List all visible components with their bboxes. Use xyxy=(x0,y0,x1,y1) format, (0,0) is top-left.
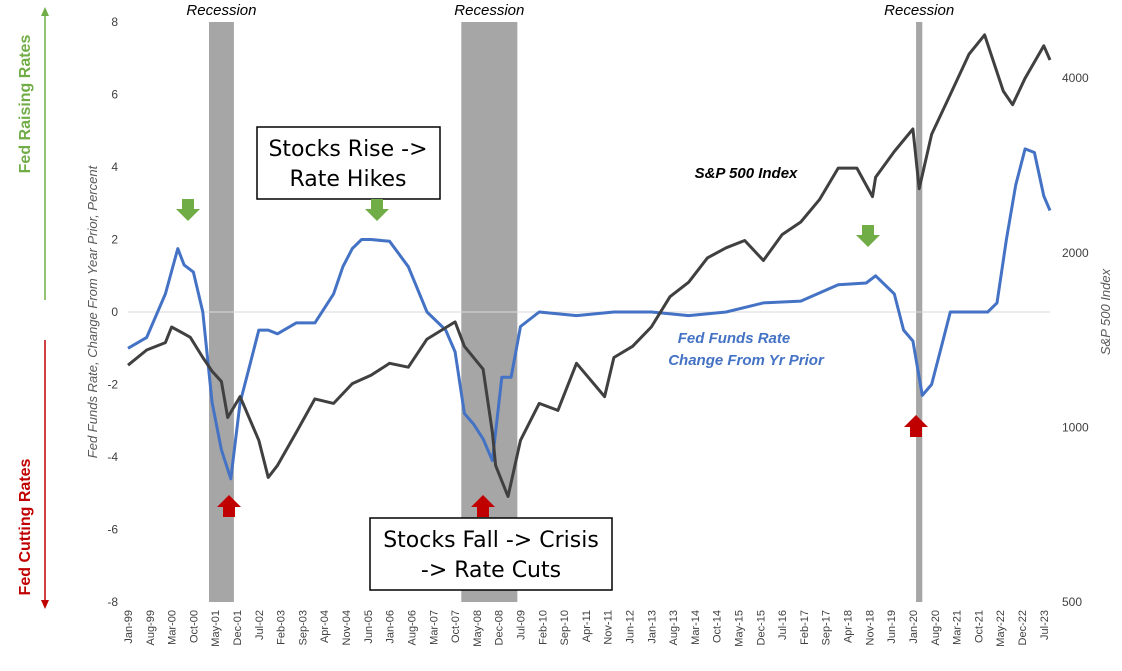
recession-label: Recession xyxy=(186,2,256,19)
x-tick-label: Feb-03 xyxy=(276,610,288,645)
y-tick-label: 2 xyxy=(111,233,118,247)
y-tick-label: -2 xyxy=(107,378,118,392)
y2-axis-ticks: 4000 2000 1000 500 xyxy=(1062,71,1089,609)
green-down-arrow-2000 xyxy=(176,199,200,221)
fed-cutting-label: Fed Cutting Rates xyxy=(17,458,34,595)
red-up-arrow-2008 xyxy=(471,495,495,517)
x-tick-label: Feb-10 xyxy=(537,610,549,645)
x-tick-label: Aug-20 xyxy=(930,610,942,645)
callout-fall-line2: -> Rate Cuts xyxy=(421,558,561,583)
callout-fall-line1: Stocks Fall -> Crisis xyxy=(383,528,599,553)
y-tick-label: -8 xyxy=(107,595,118,609)
green-down-arrow-2005 xyxy=(365,199,389,221)
callout-rise-line1: Stocks Rise -> xyxy=(268,137,427,162)
y-tick-label: 4 xyxy=(111,160,118,174)
callout-stocks-fall: Stocks Fall -> Crisis -> Rate Cuts xyxy=(369,517,613,591)
x-tick-label: May-08 xyxy=(472,610,484,647)
x-tick-label: Apr-04 xyxy=(319,610,331,643)
x-tick-label: Oct-07 xyxy=(450,610,462,643)
fed-raising-indicator: Fed Raising Rates xyxy=(17,7,49,300)
x-tick-label: Jul-16 xyxy=(777,610,789,640)
callout-fall-box xyxy=(369,517,613,591)
y2-tick-label: 4000 xyxy=(1062,71,1089,85)
x-tick-label: Sep-03 xyxy=(297,610,309,645)
recession-labels: Recession Recession Recession xyxy=(186,2,954,19)
x-tick-label: Oct-14 xyxy=(712,610,724,643)
x-tick-label: Mar-00 xyxy=(167,610,179,645)
fed-series-label-line2: Change From Yr Prior xyxy=(668,352,825,369)
raise-arrow-head xyxy=(41,7,49,16)
x-tick-label: Jan-20 xyxy=(908,610,920,644)
sp500-line xyxy=(127,33,1052,498)
cut-arrow-head xyxy=(41,600,49,609)
y-tick-label: -6 xyxy=(107,523,118,537)
callout-stocks-rise: Stocks Rise -> Rate Hikes xyxy=(256,126,441,200)
x-tick-label: Nov-04 xyxy=(341,610,353,645)
x-tick-label: Mar-14 xyxy=(690,610,702,645)
x-tick-label: May-22 xyxy=(995,610,1007,647)
x-tick-label: Aug-06 xyxy=(406,610,418,645)
x-tick-label: Dec-01 xyxy=(232,610,244,645)
x-tick-label: Oct-00 xyxy=(188,610,200,643)
x-tick-label: Dec-15 xyxy=(755,610,767,645)
x-tick-label: Jun-19 xyxy=(886,610,898,644)
y2-tick-label: 1000 xyxy=(1062,420,1089,434)
fed-funds-line xyxy=(127,147,1052,481)
x-tick-label: Apr-18 xyxy=(843,610,855,643)
y-tick-label: -4 xyxy=(107,450,118,464)
callout-rise-box xyxy=(256,126,441,200)
y-axis-title: Fed Funds Rate, Change From Year Prior, … xyxy=(85,164,100,458)
x-tick-label: Dec-08 xyxy=(494,610,506,645)
x-tick-label: Jan-99 xyxy=(123,610,135,644)
x-tick-label: Jan-13 xyxy=(646,610,658,644)
y2-axis-title: S&P 500 Index xyxy=(1098,268,1113,355)
x-tick-label: Feb-17 xyxy=(799,610,811,645)
callout-rise-line2: Rate Hikes xyxy=(289,167,406,192)
fed-series-label-line1: Fed Funds Rate xyxy=(678,330,791,347)
x-tick-label: Mar-07 xyxy=(428,610,440,645)
green-down-arrow-2018 xyxy=(856,225,880,247)
x-tick-label: Oct-21 xyxy=(973,610,985,643)
recession-label: Recession xyxy=(454,2,524,19)
x-tick-label: Sep-10 xyxy=(559,610,571,645)
y2-tick-label: 2000 xyxy=(1062,246,1089,260)
red-up-arrow-2001 xyxy=(217,495,241,517)
series-lines xyxy=(127,33,1052,498)
x-tick-label: Apr-11 xyxy=(581,610,593,642)
recession-label: Recession xyxy=(884,2,954,19)
x-tick-label: Jun-05 xyxy=(363,610,375,644)
x-tick-label: Jul-09 xyxy=(515,610,527,640)
y-tick-label: 0 xyxy=(111,305,118,319)
fed-cutting-indicator: Fed Cutting Rates xyxy=(17,340,49,609)
x-tick-label: May-15 xyxy=(734,610,746,647)
x-tick-label: Mar-21 xyxy=(952,610,964,645)
x-axis-ticks: Jan-99 Aug-99 Mar-00 Oct-00 May-01 Dec-01 Jul-… xyxy=(123,610,1051,647)
y-axis-ticks: 8 6 4 2 0 -2 -4 -6 -8 xyxy=(107,15,118,609)
x-tick-label: Nov-18 xyxy=(864,610,876,645)
x-tick-label: Jul-23 xyxy=(1039,610,1051,640)
x-tick-label: Nov-11 xyxy=(603,610,615,645)
fed-raising-label: Fed Raising Rates xyxy=(17,35,34,174)
y2-tick-label: 500 xyxy=(1062,595,1082,609)
y-tick-label: 6 xyxy=(111,88,118,102)
x-tick-label: Jun-12 xyxy=(624,610,636,644)
sp500-series-label: S&P 500 Index xyxy=(695,165,798,182)
y-tick-label: 8 xyxy=(111,15,118,29)
x-tick-label: May-01 xyxy=(210,610,222,647)
x-tick-label: Jan-06 xyxy=(385,610,397,644)
x-tick-label: Jul-02 xyxy=(254,610,266,640)
red-up-arrow-2020 xyxy=(904,415,928,437)
x-tick-label: Sep-17 xyxy=(821,610,833,645)
x-tick-label: Aug-99 xyxy=(145,610,157,645)
x-tick-label: Aug-13 xyxy=(668,610,680,645)
x-tick-label: Dec-22 xyxy=(1017,610,1029,645)
